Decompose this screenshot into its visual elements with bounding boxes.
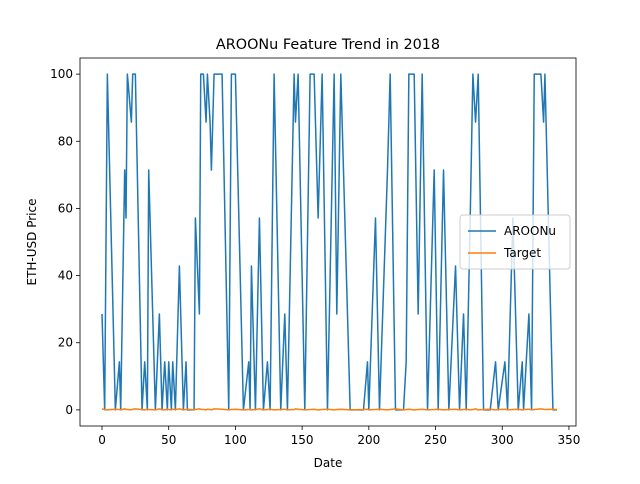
- legend-label: Target: [503, 246, 541, 260]
- y-tick-label: 80: [58, 134, 73, 148]
- x-tick-label: 200: [357, 433, 380, 447]
- x-tick-label: 300: [491, 433, 514, 447]
- y-tick-label: 40: [58, 269, 73, 283]
- x-tick-label: 50: [161, 433, 176, 447]
- legend-box: [459, 214, 571, 270]
- y-axis-label: ETH-USD Price: [25, 199, 39, 286]
- y-tick-label: 0: [65, 403, 73, 417]
- legend: AROONu Target: [459, 214, 571, 270]
- chart-title: AROONu Feature Trend in 2018: [216, 37, 440, 53]
- x-tick-label: 250: [424, 433, 447, 447]
- data-line: [101, 73, 557, 411]
- x-tick-label: 150: [291, 433, 314, 447]
- y-tick-label: 100: [50, 67, 73, 81]
- x-tick-label: 100: [224, 433, 247, 447]
- x-tick-label: 350: [557, 433, 580, 447]
- data-line: [101, 408, 557, 411]
- plot-frame: [79, 57, 577, 427]
- y-tick-label: 60: [58, 201, 73, 215]
- x-axis-label: Date: [314, 456, 343, 470]
- legend-label: AROONu: [504, 224, 556, 238]
- x-tick-label: 0: [98, 433, 106, 447]
- y-tick-label: 20: [58, 336, 73, 350]
